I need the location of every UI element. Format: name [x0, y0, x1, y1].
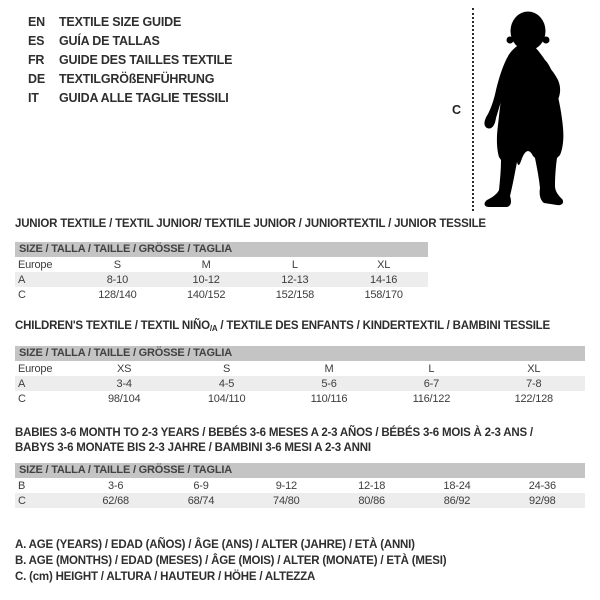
- guide-title: GUIDA ALLE TAGLIE TESSILI: [59, 91, 229, 105]
- guide-title: GUÍA DE TALLAS: [59, 34, 160, 48]
- table-cell: 12-13: [250, 272, 340, 287]
- guide-title: TEXTILE SIZE GUIDE: [59, 15, 182, 29]
- height-measure-dotted-line: [472, 8, 474, 211]
- table-row: C 98/104 104/110 110/116 116/122 122/128: [15, 391, 585, 406]
- table-cell: 68/74: [158, 493, 244, 508]
- baby-silhouette-icon: [484, 11, 564, 207]
- language-row: ES GUÍA DE TALLAS: [28, 32, 232, 51]
- table-cell: 10-12: [161, 272, 251, 287]
- language-code: DE: [28, 72, 45, 86]
- junior-size-header-bar: SIZE / TALLA / TAILLE / GRÖSSE / TAGLIA: [15, 242, 428, 257]
- table-cell: 18-24: [443, 479, 471, 492]
- table-cell: 158/170: [364, 288, 403, 301]
- table-cell: 6-9: [193, 479, 209, 492]
- table-row: A 8-10 10-12 12-13 14-16: [15, 272, 428, 287]
- legend-age-years: A. AGE (YEARS) / EDAD (AÑOS) / ÂGE (ANS)…: [15, 539, 415, 551]
- table-cell: 3-6: [108, 479, 124, 492]
- table-cell: 86/92: [414, 493, 500, 508]
- table-cell: 62/68: [73, 493, 159, 508]
- guide-title: TEXTILGRÖßENFÜHRUNG: [59, 72, 215, 86]
- table-cell: 116/122: [412, 392, 451, 405]
- table-cell: 24-36: [528, 479, 556, 492]
- babies-section-heading: BABIES 3-6 MONTH TO 2-3 YEARS / BEBÉS 3-…: [15, 426, 533, 456]
- table-cell: L: [291, 258, 298, 271]
- babies-size-table: B 3-6 6-9 9-12 12-18 18-24 24-36 C 62/68 68/74 74/…: [15, 478, 585, 508]
- table-cell: 12-18: [358, 479, 386, 492]
- legend: A. AGE (YEARS) / EDAD (AÑOS) / ÂGE (ANS)…: [15, 537, 447, 585]
- row-label: C: [15, 493, 73, 508]
- table-cell: 98/104: [107, 392, 141, 405]
- table-row: Europe XS S M L XL: [15, 361, 585, 376]
- height-measure-label: C: [452, 103, 462, 117]
- language-row: EN TEXTILE SIZE GUIDE: [28, 13, 232, 32]
- row-label: C: [18, 392, 26, 405]
- table-row: B 3-6 6-9 9-12 12-18 18-24 24-36: [15, 478, 585, 493]
- language-row: IT GUIDA ALLE TAGLIE TESSILI: [28, 89, 232, 108]
- children-size-table: Europe XS S M L XL A 3-4 4-5 5-6 6-7 7-8 C 98/104 104/…: [15, 361, 585, 406]
- children-section-heading: CHILDREN'S TEXTILE / TEXTIL NIÑO/A / TEX…: [15, 319, 550, 336]
- row-label: Europe: [18, 258, 53, 271]
- table-cell: XL: [527, 362, 541, 375]
- junior-section-heading: JUNIOR TEXTILE / TEXTIL JUNIOR/ TEXTILE …: [15, 218, 486, 230]
- table-cell: 14-16: [339, 272, 428, 287]
- table-cell: 140/152: [186, 288, 226, 301]
- babies-size-header-bar: SIZE / TALLA / TAILLE / GRÖSSE / TAGLIA: [15, 463, 585, 478]
- table-cell: 152/158: [275, 288, 315, 301]
- table-cell: 5-6: [277, 376, 381, 391]
- children-heading-text: CHILDREN'S TEXTILE / TEXTIL NIÑO: [15, 320, 210, 332]
- language-row: DE TEXTILGRÖßENFÜHRUNG: [28, 70, 232, 89]
- language-row: FR GUIDE DES TAILLES TEXTILE: [28, 51, 232, 70]
- table-cell: 92/98: [499, 493, 585, 508]
- table-cell: 122/128: [514, 392, 554, 405]
- legend-age-months: B. AGE (MONTHS) / EDAD (MESES) / ÂGE (MO…: [15, 555, 447, 567]
- row-label: Europe: [18, 362, 53, 375]
- table-row: C 62/68 68/74 74/80 80/86 86/92 92/98: [15, 493, 585, 508]
- table-cell: 110/116: [310, 392, 348, 405]
- guide-title: GUIDE DES TAILLES TEXTILE: [59, 53, 233, 67]
- table-cell: S: [223, 362, 231, 375]
- table-cell: 6-7: [380, 376, 483, 391]
- table-row: A 3-4 4-5 5-6 6-7 7-8: [15, 376, 585, 391]
- children-heading-sub: /A: [209, 324, 218, 333]
- language-code: IT: [28, 91, 39, 105]
- table-row: Europe S M L XL: [15, 257, 428, 272]
- table-cell: L: [428, 362, 435, 375]
- table-cell: 7-8: [482, 376, 585, 391]
- language-code: FR: [28, 53, 45, 67]
- table-cell: XS: [117, 362, 132, 375]
- babies-heading-line1: BABIES 3-6 MONTH TO 2-3 YEARS / BEBÉS 3-…: [15, 427, 533, 439]
- table-cell: S: [113, 258, 121, 271]
- table-cell: 128/140: [98, 288, 137, 301]
- table-cell: M: [201, 258, 211, 271]
- table-cell: 74/80: [243, 493, 329, 508]
- table-cell: XL: [377, 258, 391, 271]
- table-cell: 8-10: [73, 272, 162, 287]
- row-label: A: [15, 272, 73, 287]
- row-label: C: [18, 288, 26, 301]
- language-code: EN: [28, 15, 45, 29]
- table-cell: 9-12: [275, 479, 297, 492]
- junior-size-table: Europe S M L XL A 8-10 10-12 12-13 14-16 C 128/140 1…: [15, 257, 428, 302]
- language-title-list: EN TEXTILE SIZE GUIDE ES GUÍA DE TALLAS …: [28, 13, 232, 108]
- table-cell: 4-5: [175, 376, 278, 391]
- children-size-header-bar: SIZE / TALLA / TAILLE / GRÖSSE / TAGLIA: [15, 346, 585, 361]
- table-cell: M: [324, 362, 334, 375]
- language-code: ES: [28, 34, 45, 48]
- table-row: C 128/140 140/152 152/158 158/170: [15, 287, 428, 302]
- legend-height-cm: C. (cm) HEIGHT / ALTURA / HAUTEUR / HÖHE…: [15, 571, 316, 583]
- table-cell: 3-4: [73, 376, 176, 391]
- table-cell: 80/86: [328, 493, 415, 508]
- row-label: B: [18, 479, 26, 492]
- table-cell: 104/110: [207, 392, 246, 405]
- babies-heading-line2: BABYS 3-6 MONATE BIS 2-3 JAHRE / BAMBINI…: [15, 442, 371, 454]
- row-label: A: [15, 376, 73, 391]
- children-heading-text: / TEXTILE DES ENFANTS / KINDERTEXTIL / B…: [217, 320, 550, 332]
